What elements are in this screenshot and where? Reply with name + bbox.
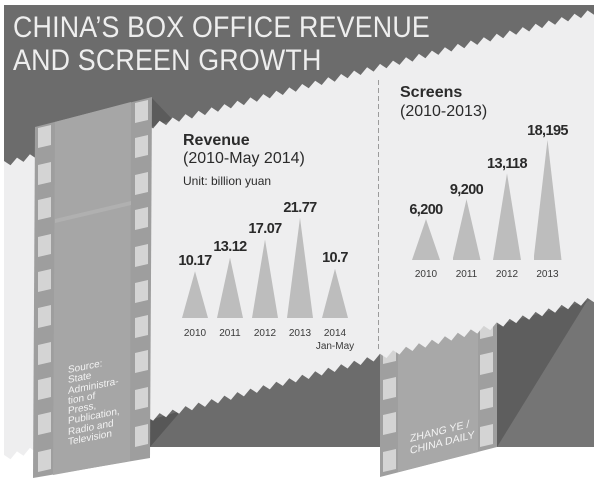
year-label: 2014	[323, 328, 347, 339]
year-label: 2010	[183, 328, 207, 339]
year-label: 2010	[414, 269, 438, 280]
sprocket-hole	[38, 125, 51, 148]
screens-period: (2010-2013)	[400, 103, 488, 120]
triangle-bar	[412, 219, 440, 260]
sprocket-hole	[38, 197, 51, 220]
triangle-bar	[452, 199, 481, 260]
sprocket-hole	[480, 387, 493, 410]
value-label: 10.7	[322, 250, 348, 267]
sprocket-hole	[38, 449, 51, 472]
film-shadow-lower-right	[497, 301, 587, 447]
value-label: 13,118	[487, 156, 528, 173]
sprocket-hole	[135, 244, 148, 267]
sprocket-hole	[38, 377, 51, 400]
sprocket-hole	[135, 135, 148, 158]
sprocket-hole	[38, 269, 51, 292]
sprocket-hole	[38, 162, 51, 185]
value-label: 13.12	[213, 239, 247, 256]
sprocket-hole	[38, 342, 51, 365]
sprocket-hole	[135, 350, 148, 373]
revenue-period: (2010-May 2014)	[183, 150, 305, 167]
year-label: 2012	[495, 269, 519, 280]
value-label: 21.77	[283, 199, 317, 216]
sprocket-hole	[383, 412, 396, 435]
triangle-bar	[533, 139, 562, 260]
year-label: 2013	[288, 328, 312, 339]
sprocket-hole	[480, 352, 493, 375]
title-line-1: CHINA’S BOX OFFICE REVENUE	[13, 11, 430, 44]
sprocket-hole	[135, 172, 148, 195]
sprocket-hole	[38, 234, 51, 257]
year-label: 2013	[536, 269, 559, 280]
year-label: 2012	[253, 328, 277, 339]
film-shadow-lower-left	[150, 411, 181, 447]
title-line-2: AND SCREEN GROWTH	[13, 44, 322, 77]
sprocket-hole	[135, 100, 148, 123]
sprocket-hole	[480, 424, 493, 447]
source-note: Source: State Administra- tion of Press,…	[68, 356, 120, 448]
sprocket-hole	[383, 449, 396, 472]
sprocket-hole	[135, 387, 148, 410]
film-shadow-upper	[151, 97, 173, 127]
value-label: 18,195	[527, 122, 568, 139]
sprocket-hole	[135, 207, 148, 230]
film-strip-left	[33, 97, 152, 478]
sprocket-hole	[383, 377, 396, 400]
sprocket-hole	[38, 412, 51, 435]
period-sublabel: Jan-May	[315, 341, 355, 352]
value-label: 17.07	[248, 221, 282, 238]
screens-heading: Screens	[400, 84, 463, 101]
year-label: 2011	[455, 269, 478, 280]
sprocket-hole	[135, 280, 148, 303]
value-label: 10.17	[178, 252, 212, 269]
lower-right-light-region	[497, 299, 594, 447]
revenue-heading: Revenue	[183, 132, 250, 149]
revenue-unit: Unit: billion yuan	[183, 174, 272, 188]
year-label: 2011	[219, 328, 241, 339]
triangle-bar	[493, 173, 521, 260]
sprocket-hole	[135, 315, 148, 338]
sprocket-hole	[135, 424, 148, 447]
value-label: 9,200	[449, 181, 484, 198]
sprocket-hole	[38, 305, 51, 328]
value-label: 6,200	[409, 201, 443, 218]
